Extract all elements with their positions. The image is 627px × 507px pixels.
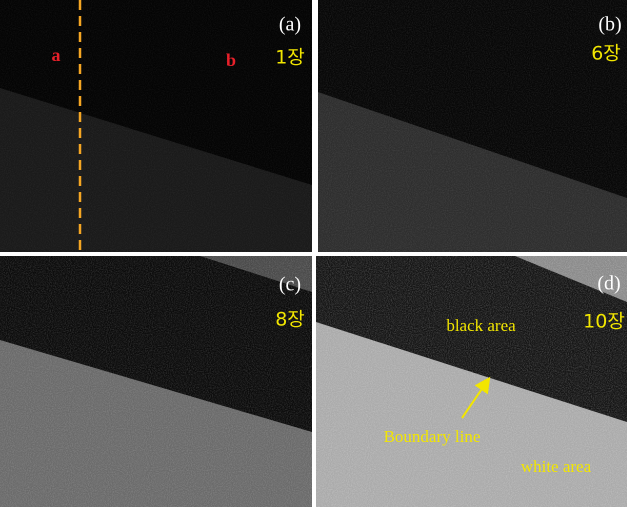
panel-label: (c)	[279, 274, 301, 296]
panel-label: (d)	[597, 273, 620, 295]
panel-count: 6장	[591, 43, 621, 65]
panel-label: (a)	[279, 14, 301, 36]
region-marker: a	[52, 45, 61, 65]
panel-a-image	[0, 0, 312, 252]
panel-label: (b)	[598, 14, 621, 36]
annotation: Boundary line	[384, 427, 481, 446]
panel-count: 10장	[583, 311, 625, 333]
panel-count: 1장	[275, 47, 305, 69]
panel-count: 8장	[275, 309, 305, 331]
annotation: white area	[521, 457, 592, 476]
panel-c-image	[0, 256, 312, 507]
annotation: black area	[446, 316, 516, 335]
panel-b-image	[318, 0, 627, 252]
region-marker: b	[226, 50, 236, 70]
figure: (a) 1장 a b (b) 6장 (c) 8장 (d) 10장 black a…	[0, 0, 627, 507]
